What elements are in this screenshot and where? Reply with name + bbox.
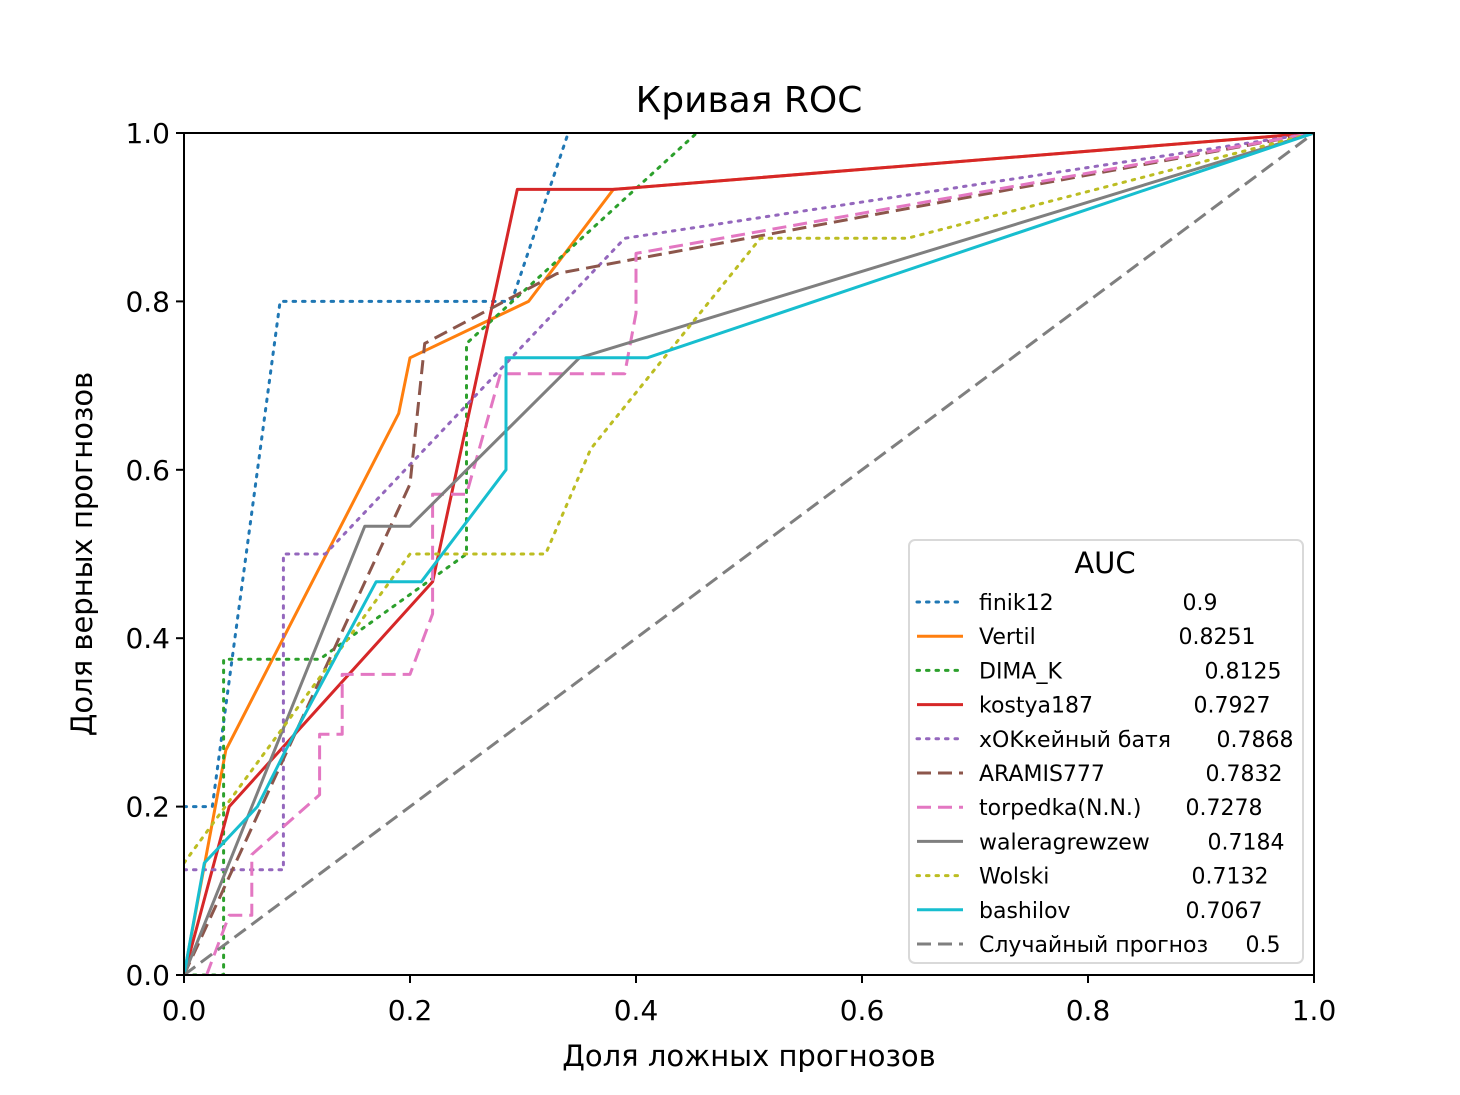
legend-series-name: xOKкейный батя [979,728,1171,753]
legend-series-name: bashilov [979,899,1071,924]
x-tick-label: 1.0 [1292,994,1337,1027]
series-line-torpedka-n-n [205,133,1314,975]
y-tick-label: 0.4 [125,622,170,655]
y-axis: 0.0 0.2 0.4 0.6 0.8 1.0 [125,117,184,992]
legend-item: bashilov 0.7067 [917,899,1262,924]
legend-series-name: DIMA_K [979,659,1062,684]
series-line-случайный-прогноз [184,133,1314,975]
series-line-wolski [184,133,1314,865]
legend-items: finik12 0.9 Vertil 0.8251 DIMA_K 0.8125 kostya… [915,591,1294,958]
y-tick-label: 0.2 [125,791,170,824]
x-tick-label: 0.6 [840,994,885,1027]
series-line-finik12 [184,133,570,809]
x-tick-label: 0.0 [162,994,207,1027]
legend-title: AUC [1074,546,1135,580]
x-tick-label: 0.2 [388,994,433,1027]
x-tick-label: 0.8 [1066,994,1111,1027]
legend-item: kostya187 0.7927 [917,694,1270,719]
x-axis-label: Доля ложных прогнозов [562,1039,936,1073]
legend-series-name: torpedka(N.N.) [979,796,1142,821]
legend-series-name: Wolski [979,865,1049,890]
legend-item: DIMA_K 0.8125 [915,659,1282,684]
legend-auc-value: 0.7132 [1192,865,1269,890]
series-line-kostya187 [184,133,1314,975]
legend-auc-value: 0.8251 [1179,625,1256,650]
legend-series-name: waleragrewzew [979,830,1150,855]
x-axis: 0.0 0.2 0.4 0.6 0.8 1.0 [162,975,1337,1027]
legend-item: waleragrewzew 0.7184 [917,830,1284,855]
legend-auc-value: 0.7067 [1186,899,1263,924]
legend-auc-value: 0.9 [1183,591,1218,616]
y-tick-label: 1.0 [125,117,170,150]
series-line-aramis777 [184,133,1314,975]
x-tick-label: 0.4 [614,994,659,1027]
legend-auc-value: 0.7184 [1208,830,1285,855]
legend-series-name: Случайный прогноз [979,933,1208,958]
legend-auc-value: 0.7927 [1194,694,1271,719]
legend-series-name: finik12 [979,591,1054,616]
legend-auc-value: 0.7278 [1186,796,1263,821]
y-tick-label: 0.8 [125,285,170,318]
legend-item: torpedka(N.N.) 0.7278 [917,796,1262,821]
legend-auc-value: 0.7832 [1206,762,1283,787]
series-line-xokкейный-батя [184,133,1314,872]
legend-item: Wolski 0.7132 [915,865,1269,890]
legend-auc-value: 0.7868 [1217,728,1294,753]
series-line-bashilov [184,133,1314,975]
legend-item: Случайный прогноз 0.5 [917,933,1281,958]
legend-item: finik12 0.9 [915,591,1218,616]
legend-auc-value: 0.5 [1246,933,1281,958]
legend-series-name: ARAMIS777 [979,762,1105,787]
legend-auc-value: 0.8125 [1205,659,1282,684]
legend-item: xOKкейный батя 0.7868 [915,728,1294,753]
plot-frame [183,132,1315,976]
legend-series-name: kostya187 [979,694,1093,719]
chart-title: Кривая ROC [636,80,863,121]
y-axis-label: Доля верных прогнозов [65,372,99,736]
legend-item: ARAMIS777 0.7832 [917,762,1282,787]
series-line-waleragrewzew [184,133,1314,975]
y-tick-label: 0.6 [125,454,170,487]
series-layer [184,133,1314,975]
legend-box [908,539,1304,964]
legend: AUC finik12 0.9 Vertil 0.8251 DIMA_K 0.8125 ko… [908,539,1304,964]
y-tick-label: 0.0 [125,959,170,992]
legend-item: Vertil 0.8251 [917,625,1255,650]
legend-series-name: Vertil [979,625,1036,650]
